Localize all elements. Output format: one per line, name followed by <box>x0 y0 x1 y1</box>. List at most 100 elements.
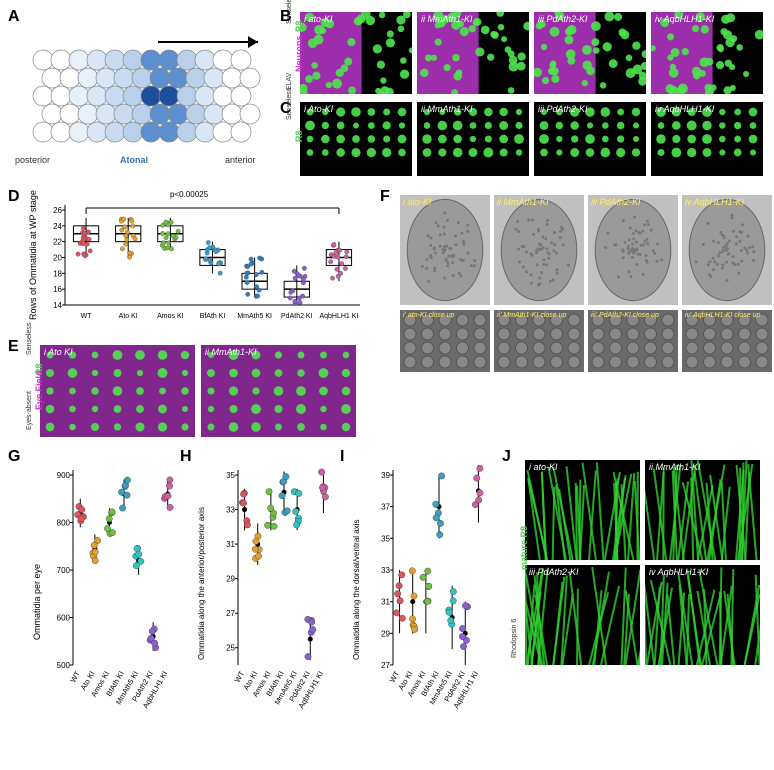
J-leftlabel: mature R8 <box>519 526 529 570</box>
svg-text:31: 31 <box>381 598 390 607</box>
B-smalllabel: Senseless <box>286 0 293 24</box>
B-sub-0: i ato-KI <box>304 14 333 24</box>
C-sub-1: ii MmAth1-KI <box>421 104 473 114</box>
B-panel-1: ii MmAth1-KI <box>417 12 529 94</box>
J-panel-1-0: iii PdAth2-KI <box>525 565 640 665</box>
svg-text:800: 800 <box>57 519 71 528</box>
F-closeup-sub-0: i' ato-KI close up <box>403 312 455 319</box>
F-sub-0: i ato-KI <box>403 197 432 207</box>
F-closeup-2: iii' PdAth2-KI close up <box>588 310 678 372</box>
B-sub-2: iii PdAth2-KI <box>538 14 588 24</box>
C-panel-2: iii PdAth2-KI <box>534 102 646 176</box>
svg-text:600: 600 <box>57 614 71 623</box>
svg-text:WT: WT <box>68 669 82 684</box>
E-panel-1: ii MmAth1-KI <box>201 345 356 437</box>
J-panel-0-1: ii MmAth1-KI <box>645 460 760 560</box>
J-panel-0-0: i ato-KI <box>525 460 640 560</box>
H-ylabel: Ommatidia along the anterior/posterior a… <box>197 507 206 660</box>
A-atonal: Atonal <box>120 155 148 165</box>
panel-G-chart: 500600700800900WTAto KIAmos KIBfAth KIMm… <box>45 465 180 725</box>
D-ylabel: Rows of Ommatidia at WP stage <box>28 190 38 320</box>
B-panel-2: iii PdAth2-KI <box>534 12 646 94</box>
B-sub-3: iv AqbHLH1-KI <box>655 14 714 24</box>
label-H: H <box>180 448 192 466</box>
B-leftlabel: Neurons <box>294 35 304 72</box>
F-closeup-sub-3: iv' AqbHLH1-KI close up <box>685 312 760 319</box>
E-leftlabel: Eye Field <box>34 370 44 410</box>
D-pval: p<0.00025 <box>170 190 208 199</box>
svg-text:Ato KI: Ato KI <box>119 313 138 320</box>
panel-D-chart: 14161820222426WTAto KIAmos KIBfAth KIMmA… <box>40 200 370 335</box>
G-ylabel: Ommatidia per eye <box>32 564 42 640</box>
F-closeup-sub-1: ii' MmAth1-KI close up <box>497 312 566 319</box>
svg-text:20: 20 <box>53 254 62 263</box>
svg-text:MmAth5 KI: MmAth5 KI <box>237 313 272 320</box>
F-panel-2: iii PdAth2-KI <box>588 195 678 305</box>
svg-text:26: 26 <box>53 206 62 215</box>
svg-text:14: 14 <box>53 301 62 310</box>
svg-text:27: 27 <box>226 609 235 618</box>
svg-text:33: 33 <box>226 506 235 515</box>
F-closeup-sub-2: iii' PdAth2-KI close up <box>591 312 659 319</box>
svg-text:500: 500 <box>57 661 71 670</box>
J-smalllabel: Rhodopsin 6 <box>511 619 518 658</box>
F-panel-3: iv AqbHLH1-KI <box>682 195 772 305</box>
F-closeup-3: iv' AqbHLH1-KI close up <box>682 310 772 372</box>
E-smalllabel: Eyes-absent <box>26 391 33 430</box>
C-sub-2: iii PdAth2-KI <box>538 104 588 114</box>
svg-text:27: 27 <box>381 661 390 670</box>
label-J: J <box>502 448 511 466</box>
B-panel-0: i ato-KI <box>300 12 412 94</box>
F-sub-1: ii MmAth1-KI <box>497 197 549 207</box>
F-panel-1: ii MmAth1-KI <box>494 195 584 305</box>
svg-text:29: 29 <box>226 575 235 584</box>
svg-text:39: 39 <box>381 471 390 480</box>
F-closeup-1: ii' MmAth1-KI close up <box>494 310 584 372</box>
svg-text:31: 31 <box>226 540 235 549</box>
label-G: G <box>8 448 20 466</box>
label-F: F <box>380 188 390 206</box>
label-E: E <box>8 338 19 356</box>
F-sub-2: iii PdAth2-KI <box>591 197 641 207</box>
svg-text:900: 900 <box>57 471 71 480</box>
label-D: D <box>8 188 20 206</box>
I-ylabel: Ommatidia along the dorsal/ventral axis <box>352 519 361 660</box>
F-closeup-0: i' ato-KI close up <box>400 310 490 372</box>
B-panel-3: iv AqbHLH1-KI <box>651 12 763 94</box>
panel-I-chart: 27293133353739WTAto KIAmos KIBfAth KIMmA… <box>365 465 490 725</box>
svg-text:BfAth KI: BfAth KI <box>200 313 226 320</box>
F-sub-3: iv AqbHLH1-KI <box>685 197 744 207</box>
J-sub-0-0: i ato-KI <box>529 462 558 472</box>
svg-text:700: 700 <box>57 566 71 575</box>
C-sub-3: iv AqbHLH1-KI <box>655 104 714 114</box>
svg-text:35: 35 <box>381 534 390 543</box>
E-sub-1: ii MmAth1-KI <box>205 347 257 357</box>
svg-text:25: 25 <box>226 644 235 653</box>
svg-text:WT: WT <box>81 313 93 320</box>
svg-text:PdAth2 KI: PdAth2 KI <box>281 313 313 320</box>
F-panel-0: i ato-KI <box>400 195 490 305</box>
E-smalllabel: Senseless <box>26 323 33 355</box>
B-leftlabel: R8 <box>294 20 304 32</box>
svg-text:29: 29 <box>381 629 390 638</box>
svg-text:33: 33 <box>381 566 390 575</box>
svg-text:Amos KI: Amos KI <box>157 313 184 320</box>
svg-text:18: 18 <box>53 269 62 278</box>
C-panel-1: ii MmAth1-KI <box>417 102 529 176</box>
C-smalllabel: Senseless <box>286 88 293 120</box>
label-I: I <box>340 448 344 466</box>
A-posterior: posterior <box>15 155 50 165</box>
C-panel-0: i Ato-KI <box>300 102 412 176</box>
svg-text:35: 35 <box>226 471 235 480</box>
A-anterior: anterior <box>225 155 256 165</box>
svg-text:24: 24 <box>53 222 62 231</box>
C-sub-0: i Ato-KI <box>304 104 333 114</box>
svg-text:AqbHLH1 KI: AqbHLH1 KI <box>319 313 358 320</box>
svg-text:22: 22 <box>53 238 62 247</box>
B-sub-1: ii MmAth1-KI <box>421 14 473 24</box>
J-sub-1-1: iv AqbHLH1-KI <box>649 567 708 577</box>
J-sub-1-0: iii PdAth2-KI <box>529 567 579 577</box>
J-panel-1-1: iv AqbHLH1-KI <box>645 565 760 665</box>
C-panel-3: iv AqbHLH1-KI <box>651 102 763 176</box>
panel-H-chart: 252729313335WTAto KIAmos KIBfAth KIMmAth… <box>210 465 335 725</box>
